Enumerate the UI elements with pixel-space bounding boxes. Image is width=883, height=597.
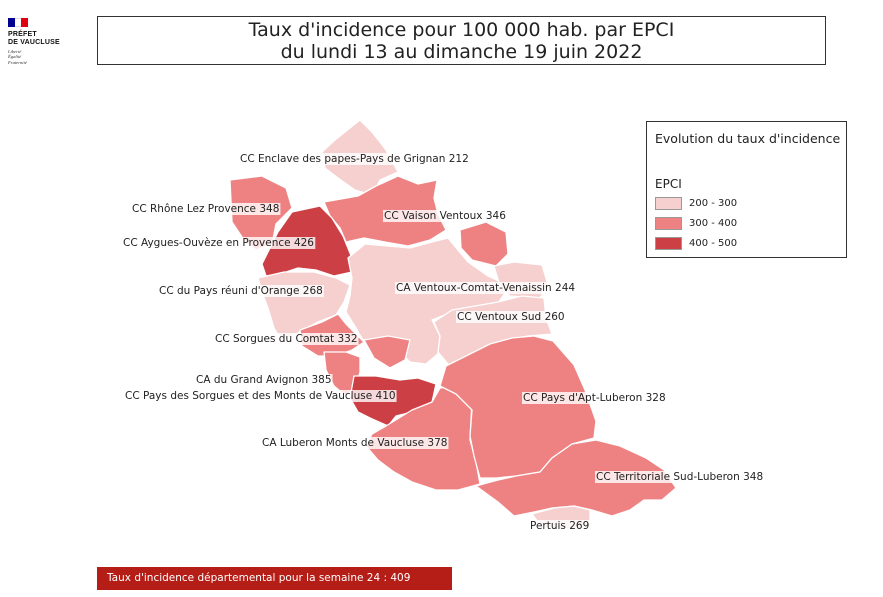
flag-white-band — [14, 18, 22, 27]
region-cc-sorgues-du-comtat-east — [363, 335, 411, 369]
label-cc-orange: CC du Pays réuni d'Orange 268 — [159, 285, 323, 297]
label-cc-pays-sorgues: CC Pays des Sorgues et des Monts de Vauc… — [125, 390, 396, 402]
legend-swatch-200-300 — [655, 197, 682, 210]
prefecture-logo: PRÉFET DE VAUCLUSE Liberté Égalité Frate… — [8, 18, 88, 65]
label-cc-aygues: CC Aygues-Ouvèze en Provence 426 — [123, 237, 314, 249]
label-ca-ventoux-comtat: CA Ventoux-Comtat-Venaissin 244 — [396, 282, 575, 294]
label-cc-rhone-lez: CC Rhône Lez Provence 348 — [132, 203, 279, 215]
flag-blue-band — [8, 18, 15, 27]
motto-fraternite: Fraternité — [8, 59, 27, 65]
label-cc-sorgues-comtat: CC Sorgues du Comtat 332 — [215, 333, 358, 345]
legend-label-300-400: 300 - 400 — [689, 218, 738, 229]
label-halo — [383, 210, 508, 222]
label-ca-luberon-monts: CA Luberon Monts de Vaucluse 378 — [262, 437, 447, 449]
label-cc-enclave: CC Enclave des papes-Pays de Grignan 212 — [240, 153, 469, 165]
label-pertuis: Pertuis 269 — [530, 520, 589, 532]
label-halo — [395, 282, 577, 294]
legend-swatch-400-500 — [655, 237, 682, 250]
legend-row-200-300: 200 - 300 — [655, 197, 737, 210]
region-cc-vaison-ventoux-northeast — [459, 221, 509, 267]
label-cc-vaison: CC Vaison Ventoux 346 — [384, 210, 506, 222]
label-halo — [456, 311, 566, 323]
legend-title: Evolution du taux d'incidence — [655, 131, 841, 146]
label-halo — [124, 390, 397, 402]
legend: Evolution du taux d'incidence EPCI 200 -… — [646, 121, 847, 258]
legend-label-400-500: 400 - 500 — [689, 238, 738, 249]
label-cc-sud-luberon: CC Territoriale Sud-Luberon 348 — [596, 471, 763, 483]
label-halo — [261, 437, 449, 449]
region-cc-pays-d-apt-luberon — [439, 335, 597, 479]
label-cc-ventoux-sud: CC Ventoux Sud 260 — [457, 311, 565, 323]
label-halo — [529, 520, 591, 532]
map-title-line2: du lundi 13 au dimanche 19 juin 2022 — [280, 41, 643, 63]
label-halo — [595, 471, 765, 483]
motto-liberte: Liberté — [8, 49, 22, 54]
label-halo — [195, 374, 333, 386]
legend-row-400-500: 400 - 500 — [655, 237, 737, 250]
legend-label-200-300: 200 - 300 — [689, 198, 738, 209]
label-ca-grand-avignon: CA du Grand Avignon 385 — [196, 374, 332, 386]
departmental-rate-banner: Taux d'incidence départemental pour la s… — [97, 567, 452, 590]
map-title-line1: Taux d'incidence pour 100 000 hab. par E… — [248, 19, 675, 41]
label-halo — [214, 333, 359, 345]
logo-motto: Liberté Égalité Fraternité — [8, 49, 88, 65]
french-flag-icon — [8, 18, 29, 27]
map-title: Taux d'incidence pour 100 000 hab. par E… — [97, 16, 826, 65]
label-halo — [122, 237, 316, 249]
legend-swatch-300-400 — [655, 217, 682, 230]
logo-line2: DE VAUCLUSE — [8, 39, 60, 46]
label-halo — [522, 392, 667, 404]
region-cc-territoriale-sud-luberon — [475, 439, 677, 517]
legend-subtitle: EPCI — [655, 177, 682, 191]
label-halo — [131, 203, 281, 215]
motto-egalite: Égalité — [8, 54, 22, 60]
legend-row-300-400: 300 - 400 — [655, 217, 737, 230]
logo-line1: PRÉFET — [8, 31, 37, 38]
label-halo — [239, 153, 470, 165]
flag-red-band — [21, 18, 29, 27]
label-halo — [158, 285, 324, 297]
label-cc-apt: CC Pays d'Apt-Luberon 328 — [523, 392, 666, 404]
